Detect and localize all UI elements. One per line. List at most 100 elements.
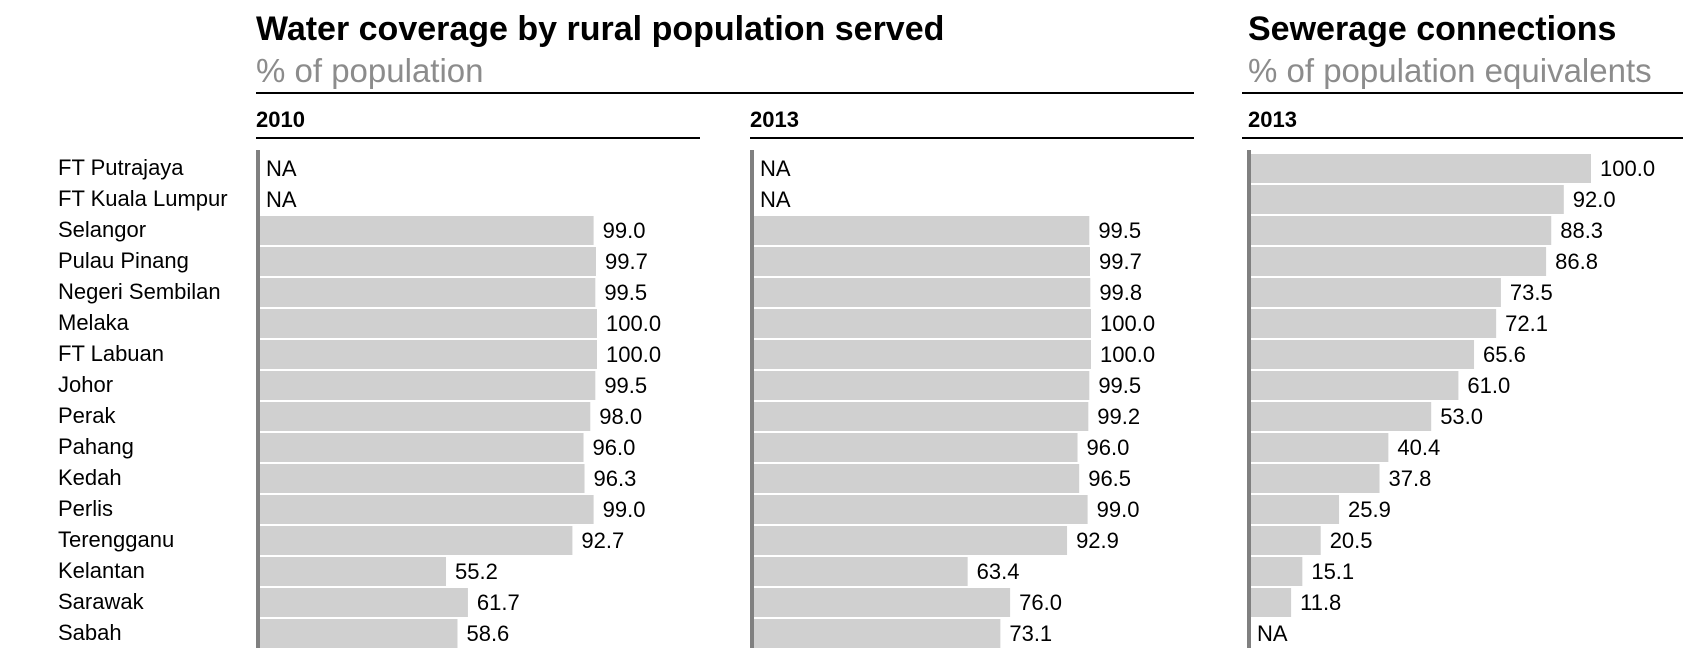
- data-label-water-2013: 92.9: [1076, 528, 1119, 553]
- category-label: FT Labuan: [58, 341, 165, 366]
- bar-sewerage-2013: [1251, 464, 1380, 493]
- data-label-sewerage-2013: 92.0: [1573, 187, 1616, 212]
- category-label: Selangor: [58, 217, 147, 242]
- bar-water-2010: [260, 433, 584, 462]
- data-label-water-2010: 61.7: [477, 590, 520, 615]
- data-label-water-2013: 100.0: [1100, 342, 1155, 367]
- bar-sewerage-2013: [1251, 371, 1459, 400]
- data-label-water-2010: 96.3: [594, 466, 637, 491]
- category-label: Sabah: [58, 620, 122, 645]
- data-label-water-2013: 99.7: [1099, 249, 1142, 274]
- bar-water-2013: [754, 619, 1001, 648]
- bar-water-2013: [754, 402, 1089, 431]
- data-label-sewerage-2013: 65.6: [1483, 342, 1526, 367]
- data-label-water-2013: 99.0: [1097, 497, 1140, 522]
- data-label-water-2013: 99.5: [1098, 373, 1141, 398]
- water-chart-title: Water coverage by rural population serve…: [256, 10, 945, 48]
- bar-water-2010: [260, 340, 597, 369]
- panel-label-water-2010: 2010: [256, 107, 305, 132]
- bar-water-2013: [754, 433, 1078, 462]
- panel-rule-water-2010: [256, 137, 700, 139]
- bar-water-2013: [754, 216, 1090, 245]
- data-label-sewerage-2013: 72.1: [1505, 311, 1548, 336]
- bar-sewerage-2013: [1251, 557, 1303, 586]
- category-label: Kedah: [58, 465, 122, 490]
- data-label-sewerage-2013: 11.8: [1300, 590, 1341, 615]
- data-label-water-2010: 92.7: [581, 528, 624, 553]
- data-label-water-2013: 96.5: [1088, 466, 1131, 491]
- bar-sewerage-2013: [1251, 588, 1292, 617]
- data-label-water-2010: 99.5: [604, 373, 647, 398]
- bar-water-2010: [260, 464, 585, 493]
- data-label-water-2013: 96.0: [1087, 435, 1130, 460]
- category-label: Perak: [58, 403, 116, 428]
- data-label-water-2010: 100.0: [606, 311, 661, 336]
- panel-rule-sewerage-2013: [1242, 137, 1683, 139]
- bar-sewerage-2013: [1251, 154, 1591, 183]
- bar-water-2010: [260, 588, 468, 617]
- category-label: FT Kuala Lumpur: [58, 186, 228, 211]
- data-label-water-2013: 99.2: [1097, 404, 1140, 429]
- data-label-sewerage-2013: 88.3: [1560, 218, 1603, 243]
- data-label-sewerage-2013: 73.5: [1510, 280, 1553, 305]
- category-label: Negeri Sembilan: [58, 279, 221, 304]
- data-label-water-2013: 73.1: [1009, 621, 1052, 646]
- bar-sewerage-2013: [1251, 185, 1564, 214]
- data-label-water-2010: 58.6: [466, 621, 509, 646]
- axis-line-sewerage-2013: [1247, 150, 1251, 648]
- data-label-water-2010: 99.0: [603, 497, 646, 522]
- category-label: Perlis: [58, 496, 114, 521]
- category-label: Terengganu: [58, 527, 175, 552]
- bar-water-2010: [260, 495, 594, 524]
- data-label-water-2010: NA: [266, 156, 297, 181]
- bar-sewerage-2013: [1251, 495, 1340, 524]
- data-label-sewerage-2013: 61.0: [1467, 373, 1510, 398]
- data-label-sewerage-2013: 15.1: [1311, 559, 1354, 584]
- bar-water-2013: [754, 247, 1090, 276]
- bar-water-2013: [754, 371, 1090, 400]
- data-label-water-2010: 99.0: [603, 218, 646, 243]
- bar-water-2010: [260, 557, 447, 586]
- data-label-sewerage-2013: 25.9: [1348, 497, 1391, 522]
- bar-water-2013: [754, 557, 968, 586]
- data-label-sewerage-2013: 100.0: [1600, 156, 1655, 181]
- data-label-water-2013: 100.0: [1100, 311, 1155, 336]
- bar-water-2010: [260, 526, 573, 555]
- data-label-water-2010: NA: [266, 187, 297, 212]
- bar-water-2010: [260, 619, 458, 648]
- bar-water-2013: [754, 309, 1091, 338]
- bar-water-2013: [754, 588, 1011, 617]
- bar-sewerage-2013: [1251, 402, 1432, 431]
- data-label-sewerage-2013: NA: [1257, 621, 1288, 646]
- bar-sewerage-2013: [1251, 526, 1321, 555]
- data-label-water-2013: 99.8: [1099, 280, 1142, 305]
- category-label: Johor: [58, 372, 114, 397]
- data-label-water-2013: NA: [760, 187, 791, 212]
- bar-sewerage-2013: [1251, 247, 1547, 276]
- data-label-water-2010: 98.0: [599, 404, 642, 429]
- sewerage-chart-subtitle: % of population equivalents: [1248, 52, 1652, 89]
- category-label: Kelantan: [58, 558, 145, 583]
- data-label-water-2010: 96.0: [593, 435, 636, 460]
- data-label-water-2013: 63.4: [977, 559, 1020, 584]
- bar-water-2013: [754, 278, 1091, 307]
- data-label-sewerage-2013: 40.4: [1397, 435, 1440, 460]
- panel-label-water-2013: 2013: [750, 107, 799, 132]
- category-label: Pahang: [58, 434, 134, 459]
- bar-sewerage-2013: [1251, 309, 1497, 338]
- data-label-water-2013: 99.5: [1098, 218, 1141, 243]
- category-label: FT Putrajaya: [58, 155, 184, 180]
- bar-water-2010: [260, 402, 591, 431]
- data-label-water-2013: 76.0: [1019, 590, 1062, 615]
- sewerage-chart-title: Sewerage connections: [1248, 10, 1617, 48]
- data-label-water-2010: 100.0: [606, 342, 661, 367]
- bar-sewerage-2013: [1251, 433, 1389, 462]
- axis-line-water-2010: [256, 150, 260, 648]
- bar-water-2013: [754, 495, 1088, 524]
- bar-sewerage-2013: [1251, 216, 1552, 245]
- bar-water-2010: [260, 278, 596, 307]
- bar-water-2013: [754, 340, 1091, 369]
- category-label: Sarawak: [58, 589, 144, 614]
- bar-water-2010: [260, 247, 596, 276]
